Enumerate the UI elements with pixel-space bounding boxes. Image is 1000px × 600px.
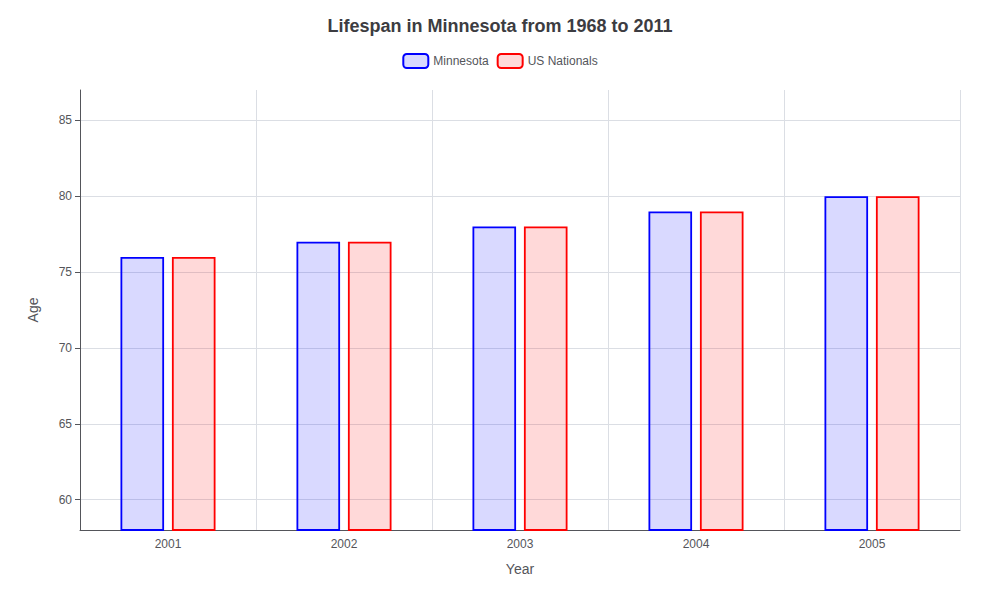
svg-text:2005: 2005 [859, 537, 886, 551]
svg-text:Year: Year [506, 561, 535, 577]
svg-text:Lifespan in Minnesota from 196: Lifespan in Minnesota from 1968 to 2011 [327, 16, 672, 36]
svg-text:2001: 2001 [155, 537, 182, 551]
svg-text:2004: 2004 [683, 537, 710, 551]
svg-text:2002: 2002 [331, 537, 358, 551]
svg-text:80: 80 [59, 189, 73, 203]
svg-text:60: 60 [59, 493, 73, 507]
svg-text:2003: 2003 [507, 537, 534, 551]
svg-text:US Nationals: US Nationals [528, 54, 598, 68]
svg-text:85: 85 [59, 113, 73, 127]
svg-text:65: 65 [59, 417, 73, 431]
svg-text:Age: Age [25, 297, 41, 322]
svg-text:75: 75 [59, 265, 73, 279]
svg-text:Minnesota: Minnesota [433, 54, 489, 68]
svg-text:70: 70 [59, 341, 73, 355]
